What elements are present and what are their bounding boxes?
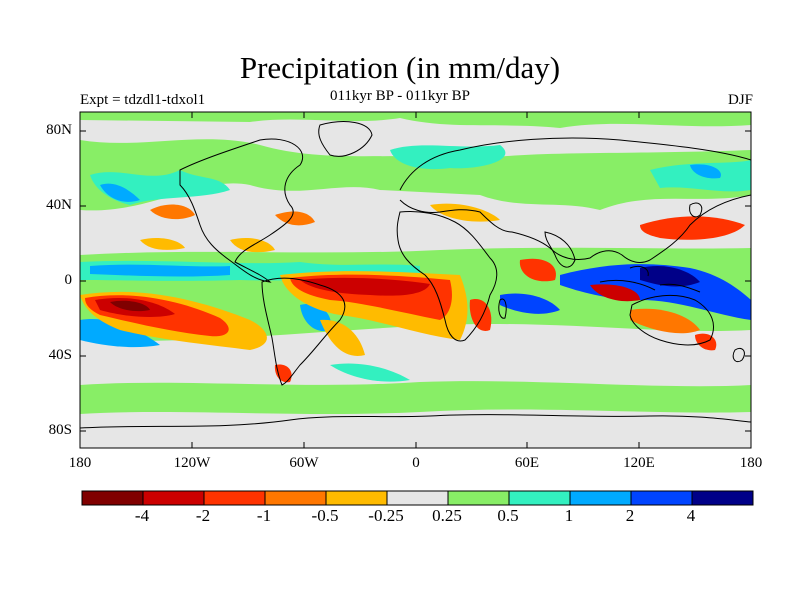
- field-s-maroon: [110, 300, 150, 312]
- colorbar-swatch: [203, 490, 266, 506]
- field-eq-blue-w: [90, 264, 230, 277]
- lat-label-0: 0: [64, 272, 73, 288]
- coast-eurasia: [399, 137, 751, 263]
- field-s-green: [80, 381, 751, 414]
- coast-madagascar: [498, 298, 507, 319]
- colorbar-swatch: [691, 490, 754, 506]
- lon-label-120e: 120E: [623, 455, 655, 471]
- coast-new-zealand: [732, 347, 745, 363]
- field-io-darkred: [590, 284, 640, 302]
- field-io-red: [519, 258, 556, 282]
- coast-india: [544, 231, 576, 268]
- colorbar-label: 4: [686, 506, 696, 525]
- field-north-cyan2: [390, 145, 506, 170]
- field-nblue2: [690, 164, 721, 179]
- coast-greenland: [318, 121, 373, 157]
- colorbar-swatch: [264, 490, 327, 506]
- precipitation-field: [80, 112, 751, 414]
- colorbar-swatch: [508, 490, 571, 506]
- colorbar-label: 1: [564, 506, 574, 525]
- field-n-orange5: [275, 211, 315, 226]
- lon-label-60w: 60W: [289, 455, 319, 471]
- lon-label-0: 0: [412, 455, 420, 471]
- colorbar-label: 0.5: [497, 506, 519, 525]
- colorbar-swatch: [569, 490, 632, 506]
- season-label: DJF: [727, 92, 753, 108]
- lat-label-40n: 40N: [46, 197, 72, 213]
- colorbar-swatch: [142, 490, 205, 506]
- field-n-red4: [640, 216, 745, 240]
- coast-antarctica: [80, 414, 751, 429]
- colorbar-label: -4: [134, 506, 150, 525]
- field-n-orange3: [430, 203, 500, 222]
- coastlines: [80, 121, 751, 429]
- coast-north-america: [179, 138, 303, 283]
- lat-label-40s: 40S: [48, 347, 72, 363]
- colorbar-swatch: [81, 490, 144, 506]
- lat-label-80s: 80S: [48, 422, 72, 438]
- field-n-orange2: [140, 237, 185, 250]
- field-north-green2: [80, 112, 751, 128]
- colorbar-label: -0.25: [368, 506, 404, 525]
- colorbar: [81, 490, 754, 506]
- colorbar-swatch: [325, 490, 388, 506]
- colorbar-label: -0.5: [311, 506, 339, 525]
- colorbar-swatch: [630, 490, 693, 506]
- experiment-label: Expt = tdzdl1-tdxol1: [80, 92, 206, 108]
- lon-label-180e: 180: [739, 455, 763, 471]
- colorbar-label: 2: [625, 506, 635, 525]
- field-nblue1: [100, 183, 140, 202]
- field-s-cyan: [330, 363, 410, 382]
- colorbar-label: 0.25: [432, 506, 462, 525]
- field-aus-orange: [630, 308, 700, 334]
- coast-south-america: [261, 277, 346, 386]
- plot-title: Precipitation (in mm/day): [239, 50, 561, 85]
- coast-africa: [396, 211, 498, 342]
- lon-label-180w: 180: [68, 455, 92, 471]
- coast-japan: [689, 202, 703, 218]
- field-north-green: [80, 139, 751, 211]
- field-eq-blue-atl: [500, 293, 560, 314]
- field-n-orange1: [150, 204, 195, 220]
- axis-ticks: [79, 112, 752, 448]
- plot-subtitle: 011kyr BP - 011kyr BP: [329, 88, 470, 104]
- lat-label-80n: 80N: [46, 122, 72, 138]
- field-atl-darkred: [300, 277, 430, 296]
- field-eq-navy: [640, 265, 700, 287]
- coast-australia: [629, 295, 714, 346]
- coast-indonesia: [599, 265, 701, 293]
- colorbar-label: -2: [195, 506, 211, 525]
- lon-label-60e: 60E: [514, 455, 540, 471]
- colorbar-label: -1: [256, 506, 272, 525]
- lon-label-120w: 120W: [173, 455, 211, 471]
- colorbar-swatch: [447, 490, 510, 506]
- colorbar-swatch: [386, 490, 449, 506]
- field-eq-blue-sp: [80, 319, 160, 348]
